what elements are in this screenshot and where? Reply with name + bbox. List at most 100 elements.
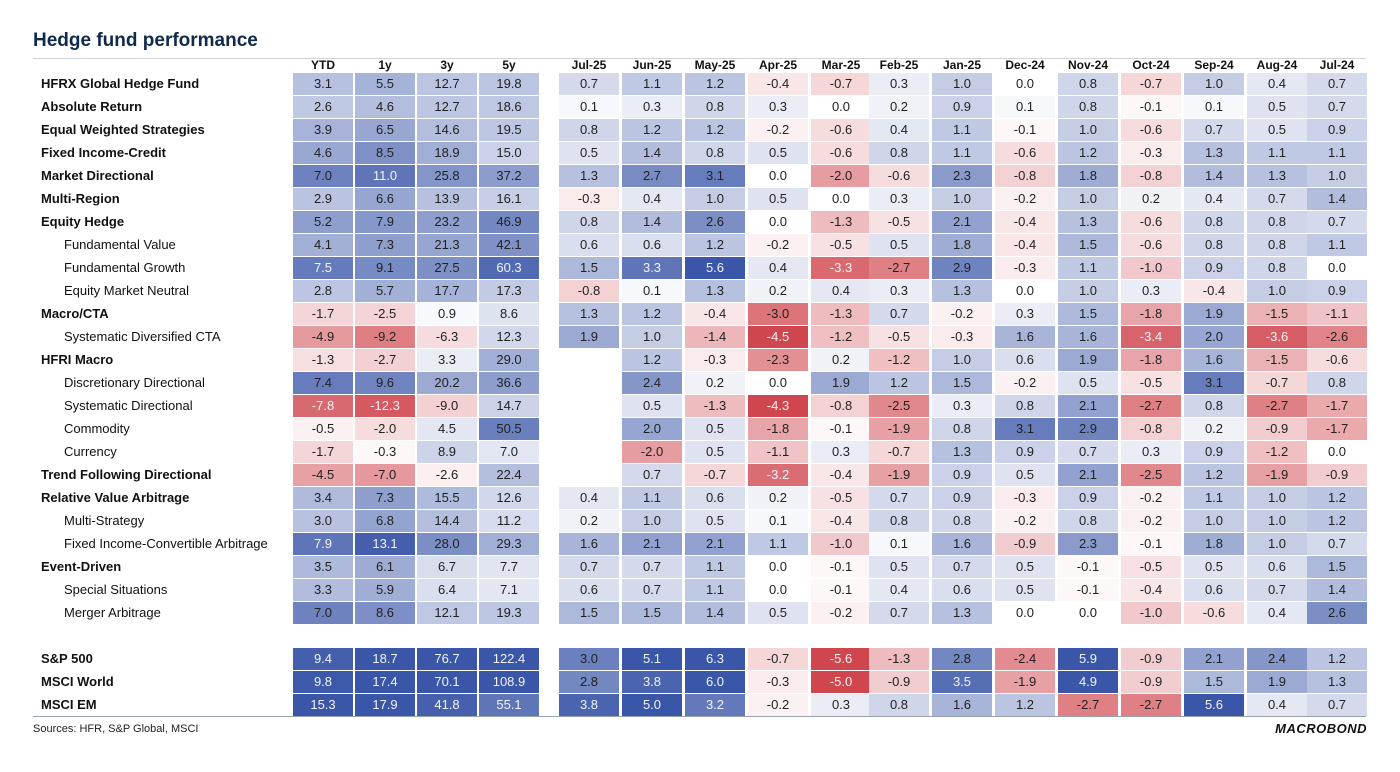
column-header: Dec-24 [1005, 58, 1045, 72]
value-cell: 2.1 [1058, 464, 1118, 486]
value-cell: 1.1 [685, 579, 745, 601]
value-cell: 17.3 [479, 280, 539, 302]
value-cell: -2.7 [869, 257, 929, 279]
value-cell: 0.5 [869, 234, 929, 256]
column-header: Jul-24 [1319, 58, 1355, 72]
value-cell: -1.1 [748, 441, 808, 463]
value-cell: 0.4 [1247, 73, 1307, 95]
value-cell: 23.2 [417, 211, 477, 233]
column-header: May-25 [694, 58, 736, 72]
value-cell: 11.2 [479, 510, 539, 532]
value-cell: 1.0 [1058, 119, 1118, 141]
row-label: Systematic Diversified CTA [64, 329, 221, 344]
value-cell: 7.4 [293, 372, 353, 394]
value-cell: 3.1 [293, 73, 353, 95]
value-cell: -0.3 [932, 326, 992, 348]
value-cell: 0.8 [1184, 234, 1244, 256]
value-cell: 0.7 [1184, 119, 1244, 141]
value-cell: -0.7 [1247, 372, 1307, 394]
value-cell: 6.3 [685, 648, 745, 670]
value-cell: 3.1 [995, 418, 1055, 440]
value-cell: 0.4 [1247, 694, 1307, 716]
value-cell: 0.2 [748, 280, 808, 302]
column-header: Sep-24 [1194, 58, 1234, 72]
value-cell: 5.6 [685, 257, 745, 279]
value-cell [559, 349, 619, 371]
value-cell: 0.7 [1307, 96, 1367, 118]
value-cell: 0.5 [748, 188, 808, 210]
value-cell: 16.1 [479, 188, 539, 210]
value-cell: 5.9 [1058, 648, 1118, 670]
value-cell: -2.0 [355, 418, 415, 440]
value-cell: 2.3 [932, 165, 992, 187]
title-divider [33, 58, 1366, 59]
value-cell: 0.1 [869, 533, 929, 555]
value-cell: 15.5 [417, 487, 477, 509]
value-cell: 0.8 [932, 418, 992, 440]
value-cell: 12.3 [479, 326, 539, 348]
row-label: Market Directional [41, 168, 154, 183]
value-cell: 5.6 [1184, 694, 1244, 716]
value-cell: 0.7 [622, 579, 682, 601]
value-cell: -2.7 [1121, 395, 1181, 417]
value-cell: -0.7 [685, 464, 745, 486]
value-cell: -0.3 [559, 188, 619, 210]
value-cell: 0.8 [1058, 96, 1118, 118]
value-cell: 0.8 [869, 142, 929, 164]
value-cell: 7.3 [355, 487, 415, 509]
value-cell: -0.9 [1247, 418, 1307, 440]
column-header: Mar-25 [821, 58, 861, 72]
value-cell: 9.1 [355, 257, 415, 279]
value-cell: -2.4 [995, 648, 1055, 670]
value-cell: 0.0 [811, 188, 871, 210]
value-cell: -3.2 [748, 464, 808, 486]
value-cell: 0.8 [1058, 510, 1118, 532]
value-cell: 36.6 [479, 372, 539, 394]
value-cell: 76.7 [417, 648, 477, 670]
value-cell: 46.9 [479, 211, 539, 233]
value-cell: 1.0 [1184, 73, 1244, 95]
value-cell: 2.3 [1058, 533, 1118, 555]
value-cell: 7.9 [293, 533, 353, 555]
value-cell: 0.0 [1058, 602, 1118, 624]
value-cell: 1.6 [1184, 349, 1244, 371]
value-cell: 0.2 [748, 487, 808, 509]
value-cell: 0.9 [1184, 257, 1244, 279]
value-cell: 0.4 [869, 119, 929, 141]
value-cell: 1.3 [1058, 211, 1118, 233]
value-cell: -0.2 [748, 119, 808, 141]
value-cell: 0.3 [932, 395, 992, 417]
value-cell: -1.1 [1307, 303, 1367, 325]
value-cell: 2.4 [622, 372, 682, 394]
value-cell: -0.6 [995, 142, 1055, 164]
value-cell: -3.4 [1121, 326, 1181, 348]
value-cell: -4.9 [293, 326, 353, 348]
value-cell: -0.5 [869, 326, 929, 348]
value-cell: 0.9 [932, 464, 992, 486]
value-cell: -0.5 [811, 234, 871, 256]
value-cell: 0.7 [869, 487, 929, 509]
value-cell: 0.3 [748, 96, 808, 118]
value-cell: -7.0 [355, 464, 415, 486]
value-cell: 0.0 [748, 211, 808, 233]
value-cell: 7.9 [355, 211, 415, 233]
value-cell: -0.2 [748, 694, 808, 716]
value-cell: 1.2 [869, 372, 929, 394]
value-cell: -0.7 [1121, 73, 1181, 95]
value-cell: -0.6 [811, 142, 871, 164]
value-cell [559, 464, 619, 486]
value-cell: 12.7 [417, 96, 477, 118]
value-cell: 0.6 [995, 349, 1055, 371]
value-cell: 3.3 [622, 257, 682, 279]
value-cell: 55.1 [479, 694, 539, 716]
value-cell: 2.1 [1058, 395, 1118, 417]
value-cell: 0.7 [559, 73, 619, 95]
value-cell: 2.6 [685, 211, 745, 233]
row-label: Fixed Income-Credit [41, 145, 166, 160]
value-cell: -5.0 [811, 671, 871, 693]
value-cell: 0.7 [1307, 73, 1367, 95]
value-cell: 2.9 [932, 257, 992, 279]
value-cell: 0.7 [869, 303, 929, 325]
value-cell: 0.1 [622, 280, 682, 302]
value-cell: 0.0 [748, 556, 808, 578]
